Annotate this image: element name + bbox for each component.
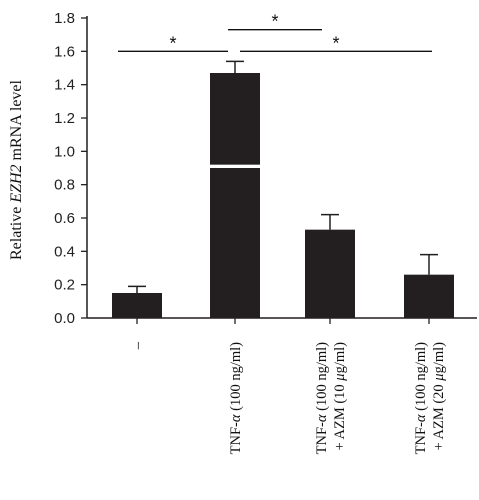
significance-star: *: [169, 33, 176, 53]
significance-star: *: [271, 12, 278, 32]
significance-star: *: [332, 33, 339, 53]
y-tick-label: 0.4: [54, 243, 75, 260]
bar: [404, 274, 454, 318]
x-tick-label: –: [130, 341, 146, 350]
bar: [305, 229, 355, 318]
bars: [112, 60, 454, 318]
x-tick-label: TNF-α (100 ng/ml): [314, 342, 330, 455]
x-tick-label: TNF-α (100 ng/ml): [413, 342, 429, 455]
y-tick-label: 1.4: [54, 77, 75, 94]
x-tick-label: + AZM (20 μg/ml): [431, 342, 447, 451]
y-axis-label: Relative EZH2 mRNA level: [8, 79, 25, 260]
y-tick-label: 1.2: [54, 110, 75, 127]
bar: [210, 73, 260, 318]
significance-markers: * * *: [118, 12, 432, 53]
bar: [112, 293, 162, 318]
y-tick-label: 0.6: [54, 210, 75, 227]
y-tick-label: 1.8: [54, 10, 75, 27]
labels: Relative EZH2 mRNA level – TNF-α (100 ng/m…: [8, 79, 447, 454]
y-tick-label: 0.2: [54, 277, 75, 294]
y-tick-label: 1.6: [54, 43, 75, 60]
y-tick-label: 0.8: [54, 177, 75, 194]
axis-break-gap: [209, 164, 261, 168]
y-tick-label: 0.0: [54, 310, 75, 327]
x-tick-label: TNF-α (100 ng/ml): [228, 342, 244, 455]
x-tick-label: + AZM (10 μg/ml): [332, 342, 348, 451]
y-tick-label: 1.0: [54, 143, 75, 160]
